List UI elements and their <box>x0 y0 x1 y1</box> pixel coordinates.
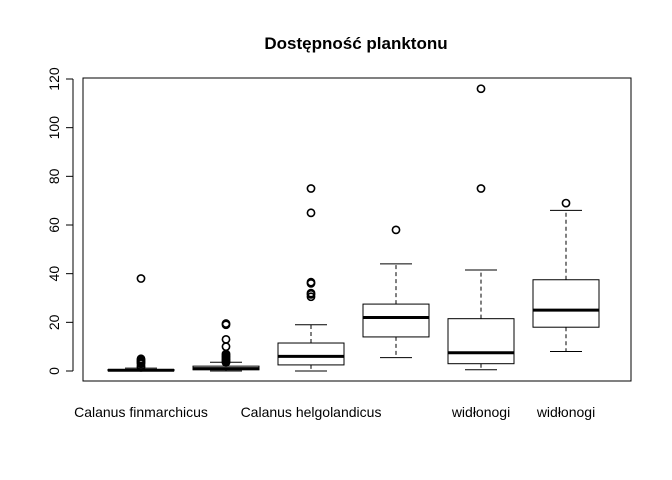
y-tick-label: 40 <box>46 266 62 282</box>
outlier-point <box>561 198 571 208</box>
box-group <box>107 274 175 372</box>
y-tick-label: 100 <box>46 116 62 140</box>
outlier-point <box>221 342 231 352</box>
y-axis: 0 20 40 60 80 100 120 <box>46 67 74 375</box>
y-tick-label: 20 <box>46 314 62 330</box>
y-tick-label: 60 <box>46 217 62 233</box>
y-tick-label: 0 <box>46 367 62 375</box>
outlier-point <box>306 288 316 298</box>
x-category-label: Calanus finmarchicus <box>74 404 208 420</box>
x-category-label: widłonogi <box>536 404 595 420</box>
y-tick-label: 120 <box>46 67 62 91</box>
outlier-point <box>476 84 486 94</box>
box-group <box>532 198 600 353</box>
outlier-point <box>136 354 146 364</box>
outlier-point <box>221 319 231 328</box>
plot-frame <box>82 77 632 382</box>
box-group <box>447 84 515 371</box>
x-category-label: widłonogi <box>451 404 510 420</box>
box-group <box>362 225 430 359</box>
outlier-point <box>221 334 231 344</box>
iqr-box <box>532 279 600 328</box>
chart-title: Dostępność planktonu <box>264 34 447 53</box>
box-group <box>192 319 260 372</box>
outlier-point <box>476 184 486 193</box>
outlier-point <box>136 274 146 283</box>
outlier-point <box>306 277 316 287</box>
boxes <box>107 84 600 372</box>
y-tick-label: 80 <box>46 168 62 184</box>
x-category-label: Calanus helgolandicus <box>241 404 382 420</box>
iqr-box <box>277 342 345 366</box>
box-group <box>277 184 345 372</box>
outlier-point <box>306 184 316 193</box>
x-axis-labels: Calanus finmarchicus Calanus helgolandicu… <box>74 404 595 420</box>
outlier-point <box>391 225 401 235</box>
outlier-point <box>306 208 316 218</box>
iqr-box <box>447 318 515 365</box>
iqr-box <box>362 303 430 338</box>
